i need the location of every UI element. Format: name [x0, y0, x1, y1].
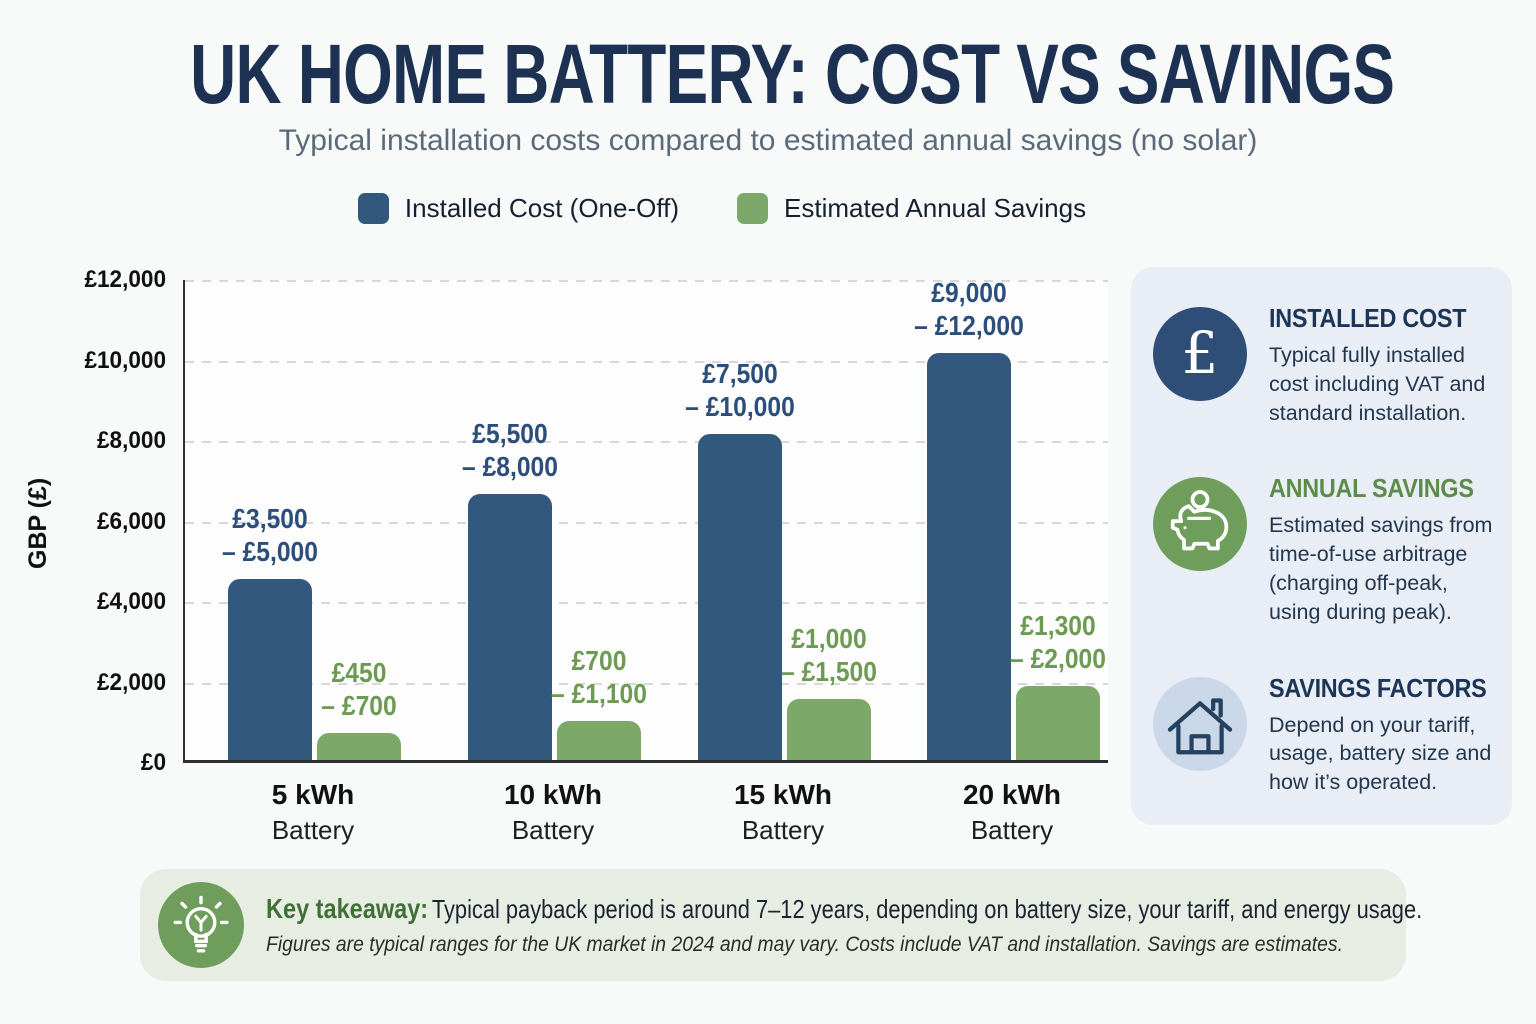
bar-range-label: £9,000– £12,000: [914, 276, 1024, 342]
bar-range-label: £1,300– £2,000: [1010, 609, 1106, 675]
bar-savings-5-kwh: [317, 733, 401, 760]
page-subtitle: Typical installation costs compared to e…: [278, 124, 1258, 157]
house-icon: [1153, 676, 1247, 771]
bar-cost-20-kwh: [927, 353, 1011, 760]
bar-range-label: £5,500– £8,000: [462, 417, 558, 483]
bar-cost-15-kwh: [698, 434, 782, 760]
gridline: [185, 602, 1108, 604]
legend-item-installed-cost: Installed Cost (One-Off): [357, 193, 679, 224]
card-heading: SAVINGS FACTORS: [1269, 672, 1487, 703]
gridline: [185, 361, 1108, 363]
lightbulb-icon: [158, 882, 244, 968]
legend-swatch-installed-cost: [357, 193, 389, 224]
page-title: UK HOME BATTERY: COST VS SAVINGS: [190, 27, 1395, 121]
key-takeaway-bar: Key takeaway: Typical payback period is …: [140, 869, 1422, 981]
x-axis-label-10-kwh: 10 kWh Battery: [503, 779, 603, 845]
chart-legend: Installed Cost (One-Off) Estimated Annua…: [0, 193, 1490, 224]
info-card-installed-cost: £ INSTALLED COST Typical fully installed…: [1153, 303, 1490, 427]
card-heading: ANNUAL SAVINGS: [1269, 473, 1474, 504]
gridline: [185, 441, 1108, 443]
legend-item-annual-savings: Estimated Annual Savings: [737, 193, 1086, 224]
gridline: [185, 280, 1108, 282]
bar-savings-15-kwh: [787, 699, 871, 760]
x-axis-label-5-kwh: 5 kWh Battery: [271, 779, 355, 845]
bar-range-label: £450– £700: [321, 656, 397, 722]
x-axis-label-20-kwh: 20 kWh Battery: [962, 779, 1062, 845]
bar-savings-10-kwh: [557, 721, 641, 760]
gridline: [185, 522, 1108, 524]
bar-cost-5-kwh: [228, 579, 312, 760]
info-card-annual-savings: ANNUAL SAVINGS Estimated savings from ti…: [1153, 473, 1492, 626]
legend-swatch-annual-savings: [737, 193, 768, 224]
card-body: Estimated savings from time-of-use arbit…: [1269, 513, 1493, 624]
y-tick-label: £0: [140, 749, 166, 776]
y-tick-label: £12,000: [84, 266, 166, 293]
legend-label-installed-cost: Installed Cost (One-Off): [404, 193, 679, 223]
y-axis-title: GBP (£): [24, 477, 52, 569]
plot-area: £3,500– £5,000 £5,500– £8,000 £7,500– £10,…: [183, 277, 1108, 763]
card-heading: INSTALLED COST: [1269, 303, 1467, 333]
bar-savings-20-kwh: [1016, 686, 1100, 760]
card-body: Typical fully installed cost including V…: [1269, 343, 1486, 425]
takeaway-label: Key takeaway:: [266, 893, 429, 924]
takeaway-line: Key takeaway: Typical payback period is …: [266, 893, 1422, 925]
bar-range-label: £1,000– £1,500: [781, 622, 877, 688]
gridline: [185, 683, 1108, 685]
pound-icon: £: [1153, 307, 1247, 401]
y-tick-label: £2,000: [96, 669, 166, 696]
info-panel: £ INSTALLED COST Typical fully installed…: [1131, 267, 1512, 825]
card-body: Depend on your tariff, usage, battery si…: [1269, 712, 1492, 795]
legend-label-annual-savings: Estimated Annual Savings: [784, 193, 1087, 223]
takeaway-footnote: Figures are typical ranges for the UK ma…: [266, 932, 1343, 956]
info-card-savings-factors: SAVINGS FACTORS Depend on your tariff, u…: [1153, 672, 1491, 797]
bar-cost-10-kwh: [468, 494, 552, 760]
takeaway-body: Typical payback period is around 7–12 ye…: [431, 894, 1423, 924]
x-axis-label-15-kwh: 15 kWh Battery: [733, 779, 833, 845]
bar-range-label: £7,500– £10,000: [685, 357, 795, 423]
y-tick-label: £10,000: [84, 347, 166, 374]
svg-text:£: £: [1182, 319, 1219, 387]
bar-range-label: £700– £1,100: [551, 644, 647, 710]
piggy-bank-icon: [1153, 477, 1247, 572]
bar-range-label: £3,500– £5,000: [222, 502, 318, 568]
